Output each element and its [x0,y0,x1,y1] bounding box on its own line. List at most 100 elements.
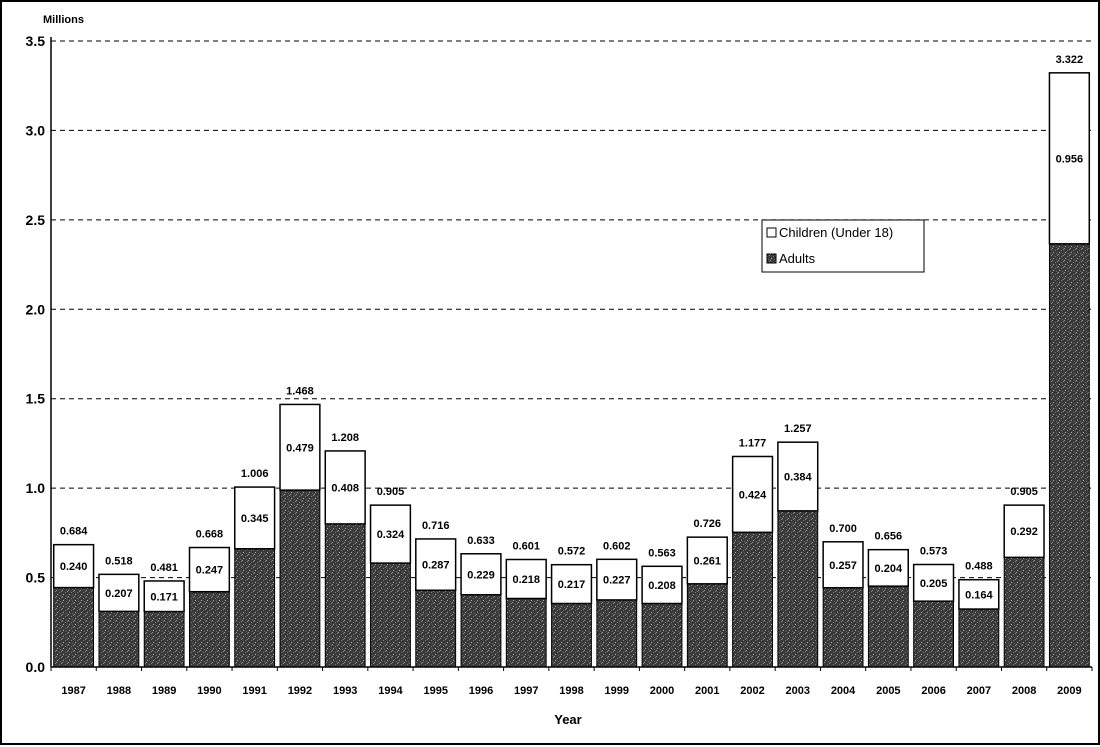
children-label-1991: 0.345 [241,513,269,525]
y-tick-label: 3.0 [26,122,46,138]
x-tick-label: 1997 [514,685,538,697]
bar-children-2008 [1003,504,1045,559]
children-label-2006: 0.205 [920,578,948,590]
total-label-1997: 0.601 [512,541,540,553]
bar-children-1996 [460,553,502,596]
bar-adults-2004 [822,587,864,668]
bar-children-1995 [415,538,457,592]
bar-children-1998 [550,563,593,605]
bar-adults-2005 [867,585,909,668]
y-tick-label: 0.5 [26,570,46,586]
x-tick-label: 1999 [605,685,629,697]
children-label-2009: 0.956 [1056,153,1084,165]
x-axis-label: Year [554,712,581,727]
total-label-2006: 0.573 [920,546,948,558]
bar-children-2007 [958,578,1000,610]
y-tick-label: 2.0 [26,301,46,317]
total-label-1987: 0.684 [60,526,88,538]
x-tick-label: 2008 [1012,685,1036,697]
legend-swatch-adults [766,253,777,264]
total-label-1990: 0.668 [196,529,224,541]
children-label-1990: 0.247 [196,565,224,577]
x-tick-label: 1990 [197,685,221,697]
children-label-1992: 0.479 [286,442,314,454]
bar-adults-1988 [98,610,140,668]
total-label-2008: 0.905 [1010,486,1038,498]
children-label-2005: 0.204 [875,563,903,575]
bar-children-2000 [641,565,683,605]
total-label-2007: 0.488 [965,561,993,573]
bar-adults-2006 [913,600,955,668]
total-label-1999: 0.602 [603,540,631,552]
bar-children-1993 [324,450,366,525]
bar-adults-2007 [958,608,1000,668]
x-tick-label: 2002 [740,685,764,697]
children-label-2008: 0.292 [1010,526,1038,538]
total-label-2009: 3.322 [1056,54,1084,66]
bar-children-1990 [188,546,231,593]
x-tick-label: 2003 [786,685,810,697]
bar-children-2003 [777,441,819,512]
x-tick-label: 1987 [61,685,85,697]
total-label-1991: 1.006 [241,468,269,480]
total-label-1995: 0.716 [422,520,450,532]
x-tick-label: 1998 [559,685,583,697]
y-tick-label: 1.0 [26,480,46,496]
bar-children-1994 [369,504,412,564]
total-label-2003: 1.257 [784,423,812,435]
bar-adults-2009 [1048,243,1090,668]
y-tick-label: 0.0 [26,659,46,675]
bar-adults-1995 [415,589,457,668]
total-label-1998: 0.572 [558,546,586,558]
axis-layer: 0.0 0.5 1.0 1.5 2.0 2.5 3.0 3.5 1987 1988 1989 1990… [26,33,1093,697]
bar-children-1989 [143,580,185,613]
bar-adults-2000 [641,603,683,668]
x-tick-label: 2006 [921,685,945,697]
bar-adults-1990 [188,591,230,668]
bar-children-2004 [822,541,864,589]
bar-children-1991 [234,486,276,550]
x-tick-label: 2004 [831,685,856,697]
children-label-1998: 0.217 [558,579,586,591]
x-tick-label: 2000 [650,685,674,697]
children-label-1996: 0.229 [467,569,495,581]
total-label-1988: 0.518 [105,555,133,567]
x-tick-label: 1992 [288,685,312,697]
legend-label-children: Children (Under 18) [779,225,893,240]
bar-adults-2003 [777,510,819,668]
y-tick-label: 2.5 [26,212,46,228]
labels-layer: 0.684 0.240 0.518 0.207 0.481 0.171 0.668 0.247… [60,54,1083,603]
children-label-1997: 0.218 [512,574,540,586]
total-label-2001: 0.726 [694,518,722,530]
total-label-2002: 1.177 [739,437,767,449]
bar-adults-2008 [1003,556,1045,668]
children-label-1994: 0.324 [377,529,405,541]
total-label-1994: 0.905 [377,486,405,498]
x-tick-label: 1994 [378,685,403,697]
children-label-1993: 0.408 [331,482,359,494]
x-tick-label: 1995 [423,685,447,697]
bar-adults-1992 [279,489,321,668]
bar-children-1988 [98,573,140,613]
total-label-1996: 0.633 [467,535,495,547]
bar-children-2005 [867,548,909,587]
bar-children-1992 [279,403,321,491]
grid-layer [51,40,1092,579]
children-label-2003: 0.384 [784,472,812,484]
bar-adults-2002 [732,531,773,668]
total-label-1992: 1.468 [286,385,314,397]
children-label-1987: 0.240 [60,561,88,573]
bar-adults-1989 [143,611,185,668]
legend-label-adults: Adults [779,251,816,266]
children-label-2007: 0.164 [965,589,993,601]
children-label-2004: 0.257 [829,560,857,572]
bar-adults-1987 [53,587,95,668]
bar-adults-1991 [234,548,276,668]
legend: Children (Under 18) Adults [761,219,925,273]
children-label-2000: 0.208 [648,580,676,592]
units-label: Millions [43,14,84,26]
bar-adults-1993 [324,523,366,668]
bar-adults-2001 [686,583,728,668]
